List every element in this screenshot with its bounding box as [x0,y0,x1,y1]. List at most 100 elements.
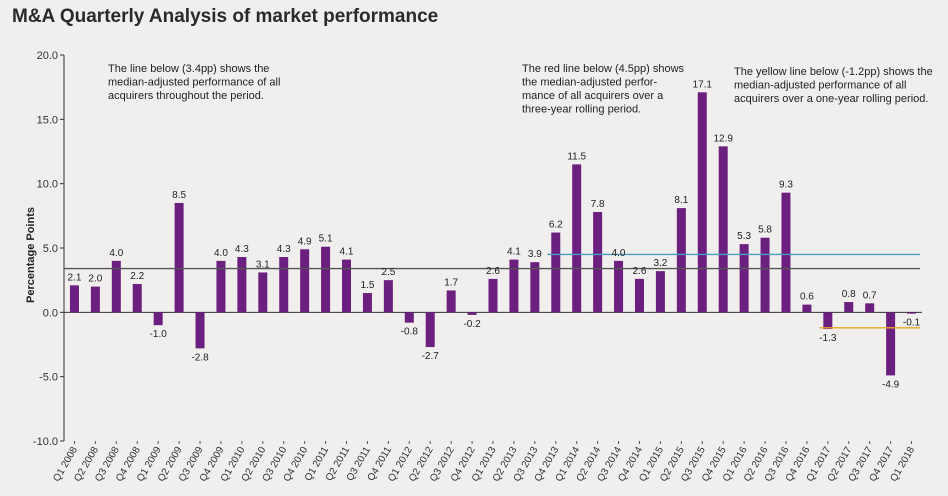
bar [614,260,624,313]
data-label: 11.5 [567,151,586,162]
bar [132,284,142,313]
data-label: 9.3 [779,180,793,191]
bar [781,192,791,313]
bar [425,312,435,348]
data-label: -0.1 [903,318,921,329]
bar [383,280,393,313]
data-label: 2.5 [381,267,395,278]
data-label: 2.6 [633,266,647,277]
bar [655,271,665,313]
bar [69,285,79,313]
bar [362,293,372,313]
annotation-line: The yellow line below (-1.2pp) shows the [734,66,933,78]
annotation-line: acquirers over a one-year rolling period… [734,93,928,105]
bar [111,260,121,313]
y-axis-label: Percentage Points [25,207,37,303]
data-label: 4.3 [235,244,249,255]
bar [90,286,100,313]
data-label: 2.2 [130,271,144,282]
bar [760,237,770,313]
bar [446,290,456,313]
bar [509,259,519,313]
y-tick-label: 5.0 [43,243,58,255]
annotations: The line below (3.4pp) shows the median-a… [108,63,933,116]
data-label: -1.3 [819,333,837,344]
bar [300,249,310,313]
data-label: 6.2 [549,220,563,231]
bar [739,244,749,313]
annotation-line: the median-adjusted perfor- [522,77,657,89]
data-label: 0.7 [863,290,877,301]
data-label: 17.1 [693,79,713,90]
bar [279,257,289,313]
data-label: 8.5 [172,190,186,201]
data-label: 8.1 [674,195,688,206]
data-label: 5.8 [758,225,772,236]
annotation-line: acquirers throughout the period. [108,90,264,102]
data-label: 1.5 [360,280,374,291]
y-tick-label: 15.0 [37,114,58,126]
annotation-line: The red line below (4.5pp) shows [522,63,685,75]
data-label: -0.8 [401,327,419,338]
bar [342,259,352,313]
annotation-line: median-adjusted performance of all [734,80,906,92]
bar [823,312,833,330]
bar [237,257,247,313]
data-label: 4.0 [612,248,626,259]
bar [718,146,728,313]
data-label: 4.1 [507,247,521,258]
bar [488,278,498,313]
bar [802,304,812,313]
data-label: 2.6 [486,266,500,277]
data-label: 2.1 [68,272,82,283]
bar [676,208,686,313]
data-label: 5.1 [319,234,333,245]
y-tick-label: -10.0 [33,436,58,448]
bar [865,303,875,313]
data-label: 2.0 [88,274,102,285]
data-label: 3.2 [653,258,667,269]
data-label: -4.9 [882,379,900,390]
bars [69,92,917,376]
data-label: 4.0 [214,248,228,259]
reference-lines [64,253,920,329]
data-label: 4.3 [277,244,291,255]
data-label: 4.9 [298,236,312,247]
bar [321,246,331,313]
data-label: 4.1 [340,247,354,258]
data-labels: 2.1 2.0 4.0 2.2 -1.0 8.5 -2.8 4.0 4.3 3.1 4.3 4.9 5.… [68,79,921,390]
bar [467,312,477,315]
data-label: 7.8 [591,199,605,210]
bar [174,202,184,313]
data-label: 1.7 [444,277,458,288]
bar [153,312,163,326]
bar [697,92,707,313]
data-label: -1.0 [150,329,168,340]
bar [886,312,896,376]
bar [551,232,561,313]
chart-title: M&A Quarterly Analysis of market perform… [12,6,439,27]
data-label: 3.1 [256,259,270,270]
annotation-line: three-year rolling period. [522,104,641,116]
bar [195,312,205,349]
y-tick-label: 20.0 [37,50,58,62]
annotation-line: median-adjusted performance of all [108,77,280,89]
bar [844,302,854,313]
annotation-line: The line below (3.4pp) shows the [108,63,269,75]
data-label: 5.3 [737,231,751,242]
data-label: -2.7 [422,351,440,362]
y-tick-label: -5.0 [39,372,58,384]
bar [634,278,644,313]
bar [216,260,226,313]
bar [593,211,603,313]
bar [530,262,540,313]
annotation-line: mance of all acquirers over a [522,90,664,102]
bar [258,272,268,313]
data-label: -2.8 [191,352,209,363]
data-label: -0.2 [463,319,481,330]
data-label: 0.6 [800,292,814,303]
data-label: 12.9 [713,133,733,144]
bar [907,312,917,314]
